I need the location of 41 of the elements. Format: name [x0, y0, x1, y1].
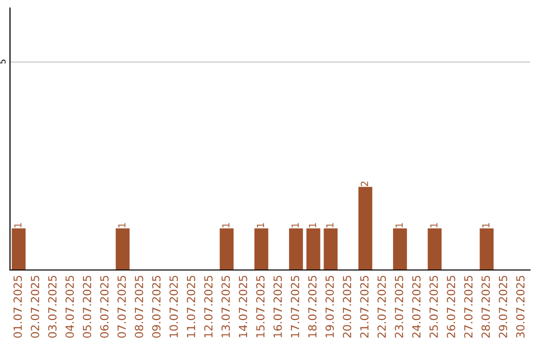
x-tick-label: 26.07.2025 — [446, 276, 456, 338]
data-label: 1 — [396, 223, 403, 228]
data-label: 1 — [14, 223, 22, 228]
x-tick-label: 15.07.2025 — [256, 276, 265, 338]
x-tick-label: 06.07.2025 — [100, 276, 109, 338]
x-tick-label: 14.07.2025 — [238, 276, 248, 338]
x-tick-label: 18.07.2025 — [308, 276, 317, 338]
x-tick-label: 10.07.2025 — [169, 276, 178, 338]
x-tick-label: 25.07.2025 — [429, 276, 438, 338]
x-tick-label: 07.07.2025 — [117, 276, 126, 338]
data-label: 1 — [430, 223, 438, 228]
data-label: 1 — [308, 223, 316, 228]
x-tick-label: 13.07.2025 — [221, 276, 230, 338]
x-tick-label: 04.07.2025 — [65, 276, 74, 338]
x-tick-label: 28.07.2025 — [481, 276, 490, 338]
x-tick-label: 29.07.2025 — [498, 276, 508, 338]
x-tick-label: 08.07.2025 — [134, 276, 144, 338]
x-tick-label: 23.07.2025 — [394, 276, 404, 338]
x-tick-label: 02.07.2025 — [30, 276, 40, 338]
x-tick-label: 22.07.2025 — [377, 276, 386, 338]
x-tick-label: 20.07.2025 — [342, 276, 352, 338]
data-label: 1 — [482, 223, 490, 228]
data-label: 2 — [360, 182, 368, 186]
data-label: 1 — [256, 223, 264, 228]
x-tick-label: 30.07.2025 — [516, 276, 525, 338]
x-tick-label: 05.07.2025 — [82, 276, 92, 338]
x-tick-label: 19.07.2025 — [325, 276, 334, 338]
x-tick-label: 16.07.2025 — [273, 276, 282, 338]
x-tick-label: 21.07.2025 — [360, 276, 369, 338]
x-tick-label: 12.07.2025 — [204, 276, 213, 338]
data-label: 1 — [326, 223, 334, 228]
x-tick-label: 03.07.2025 — [48, 276, 57, 338]
x-tick-label: 27.07.2025 — [464, 276, 473, 338]
data-label: 1 — [292, 223, 299, 228]
x-tick-label: 11.07.2025 — [186, 276, 196, 338]
x-tick-label: 09.07.2025 — [152, 276, 161, 338]
x-tick-label: 01.07.2025 — [13, 276, 22, 338]
x-tick-label: 17.07.2025 — [290, 276, 300, 338]
x-tick-label: 24.07.2025 — [412, 276, 421, 338]
data-label: 1 — [118, 223, 126, 228]
data-label: 1 — [222, 223, 230, 228]
